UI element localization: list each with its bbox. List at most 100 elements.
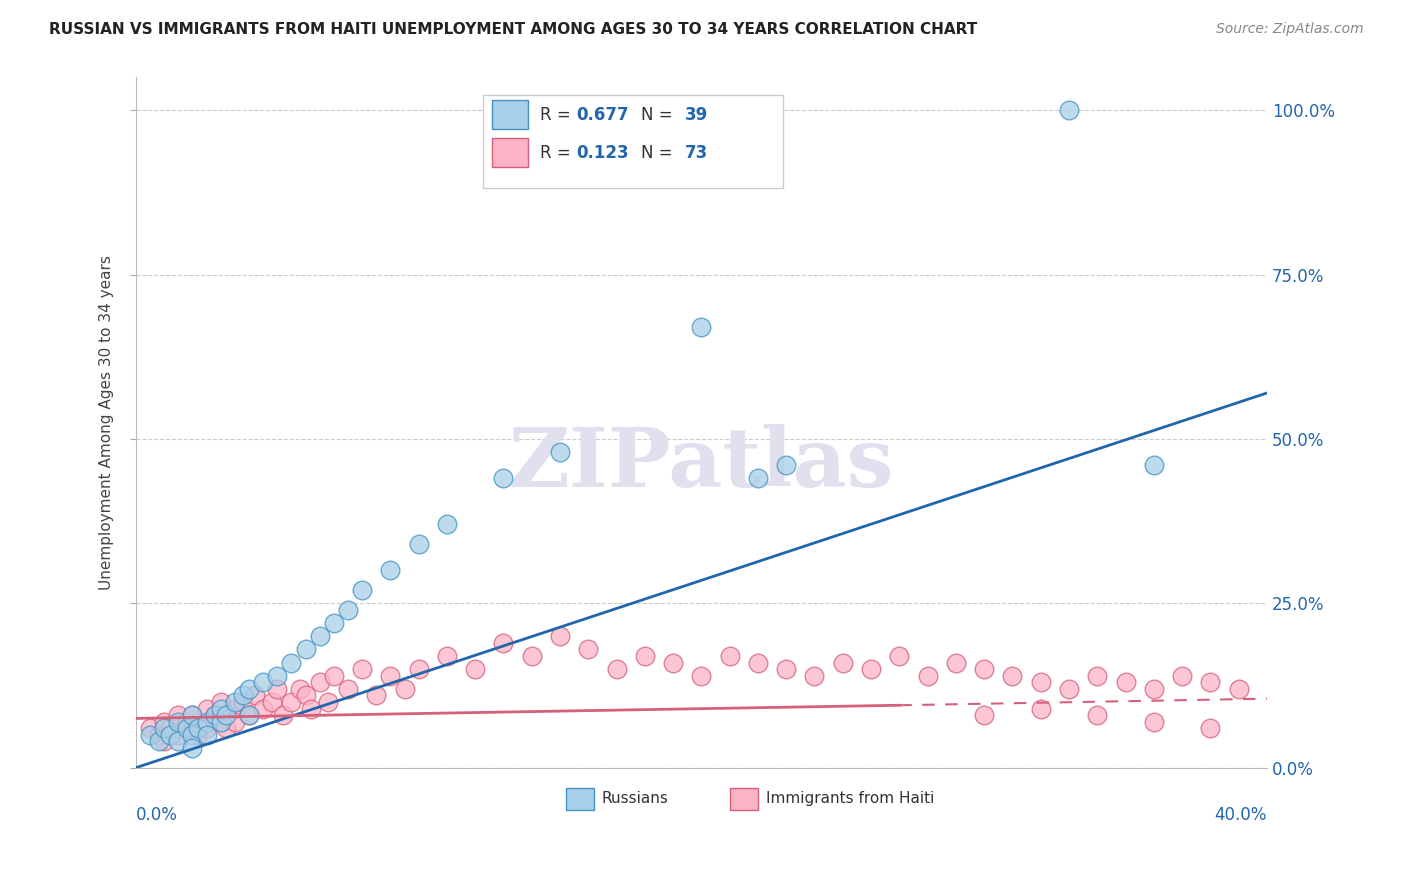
Point: [167, 728, 190, 742]
Point: [187, 728, 209, 742]
Point: [436, 517, 458, 532]
Point: [718, 648, 741, 663]
Point: [308, 675, 330, 690]
Point: [224, 714, 246, 729]
Point: [1143, 458, 1166, 473]
Point: [159, 728, 181, 742]
Point: [1029, 701, 1052, 715]
Point: [181, 708, 204, 723]
FancyBboxPatch shape: [730, 788, 758, 810]
Point: [1057, 103, 1080, 118]
Point: [548, 445, 571, 459]
Point: [288, 681, 311, 696]
Text: R =: R =: [540, 106, 575, 124]
Text: N =: N =: [641, 144, 678, 161]
Point: [209, 714, 232, 729]
Point: [153, 721, 176, 735]
Text: 40.0%: 40.0%: [1215, 805, 1267, 823]
Text: RUSSIAN VS IMMIGRANTS FROM HAITI UNEMPLOYMENT AMONG AGES 30 TO 34 YEARS CORRELAT: RUSSIAN VS IMMIGRANTS FROM HAITI UNEMPLO…: [49, 22, 977, 37]
Point: [232, 695, 254, 709]
Point: [520, 648, 543, 663]
Point: [224, 695, 246, 709]
Point: [1143, 681, 1166, 696]
Point: [464, 662, 486, 676]
Text: R =: R =: [540, 144, 575, 161]
Point: [352, 583, 374, 598]
Point: [1227, 681, 1250, 696]
Point: [266, 681, 288, 696]
Point: [394, 681, 416, 696]
Point: [308, 629, 330, 643]
Text: Source: ZipAtlas.com: Source: ZipAtlas.com: [1216, 22, 1364, 37]
Point: [973, 708, 995, 723]
Point: [280, 656, 302, 670]
Point: [238, 681, 260, 696]
Point: [690, 320, 713, 334]
Point: [148, 734, 170, 748]
Point: [181, 741, 204, 756]
Point: [181, 728, 204, 742]
Point: [492, 636, 515, 650]
Point: [436, 648, 458, 663]
Point: [238, 708, 260, 723]
Point: [1029, 675, 1052, 690]
Text: 0.123: 0.123: [576, 144, 628, 161]
Point: [176, 721, 198, 735]
Point: [204, 708, 226, 723]
Point: [215, 721, 238, 735]
Point: [336, 603, 359, 617]
Point: [775, 458, 797, 473]
Point: [548, 629, 571, 643]
Point: [889, 648, 911, 663]
Point: [1115, 675, 1137, 690]
Point: [576, 642, 599, 657]
Point: [224, 701, 246, 715]
Y-axis label: Unemployment Among Ages 30 to 34 years: Unemployment Among Ages 30 to 34 years: [100, 255, 114, 590]
FancyBboxPatch shape: [565, 788, 593, 810]
Point: [204, 708, 226, 723]
Point: [352, 662, 374, 676]
Point: [209, 701, 232, 715]
Point: [167, 708, 190, 723]
Point: [209, 714, 232, 729]
Point: [252, 701, 274, 715]
Point: [380, 564, 402, 578]
Point: [917, 668, 939, 682]
Point: [139, 728, 162, 742]
Point: [195, 701, 218, 715]
Point: [209, 695, 232, 709]
Point: [606, 662, 628, 676]
Point: [775, 662, 797, 676]
Point: [860, 662, 883, 676]
Point: [159, 721, 181, 735]
Point: [266, 668, 288, 682]
Text: ZIPatlas: ZIPatlas: [509, 424, 894, 504]
Point: [322, 616, 344, 631]
Point: [1001, 668, 1024, 682]
Point: [803, 668, 825, 682]
Point: [1199, 675, 1222, 690]
Point: [973, 662, 995, 676]
Point: [945, 656, 967, 670]
Point: [238, 708, 260, 723]
Point: [366, 689, 388, 703]
Point: [1143, 714, 1166, 729]
Point: [380, 668, 402, 682]
Point: [322, 668, 344, 682]
Point: [294, 689, 316, 703]
Point: [1171, 668, 1194, 682]
Point: [195, 728, 218, 742]
Point: [1199, 721, 1222, 735]
Point: [336, 681, 359, 696]
Point: [243, 689, 266, 703]
Point: [167, 714, 190, 729]
Point: [153, 734, 176, 748]
Point: [831, 656, 853, 670]
Point: [408, 537, 430, 551]
Point: [634, 648, 657, 663]
Point: [153, 714, 176, 729]
Point: [215, 708, 238, 723]
Point: [187, 721, 209, 735]
Text: Russians: Russians: [602, 791, 669, 806]
Text: 0.677: 0.677: [576, 106, 628, 124]
